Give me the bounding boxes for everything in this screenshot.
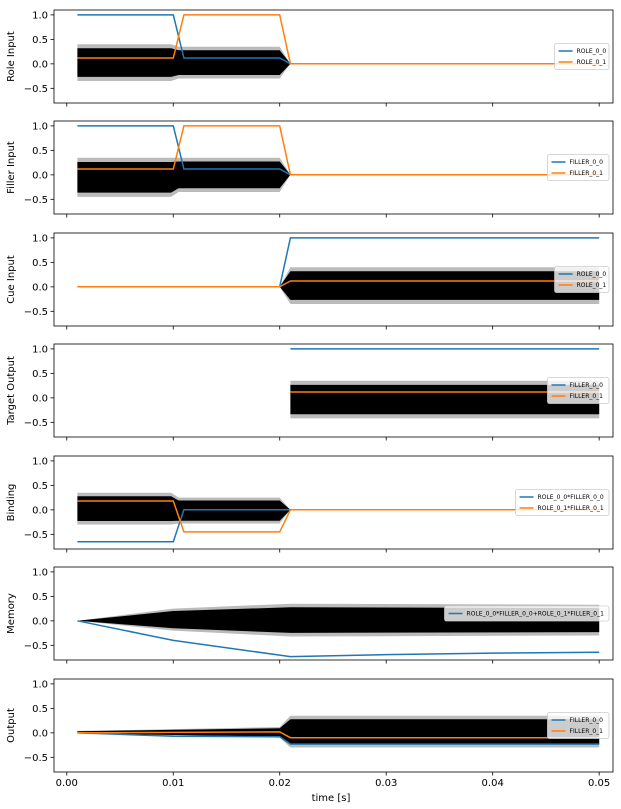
axes-frame xyxy=(53,678,614,773)
y-tick-label: 1.0 xyxy=(32,456,48,467)
noise-band xyxy=(77,271,600,300)
x-tick-label: 0.00 xyxy=(56,778,78,789)
legend-label: FILLER_0_0 xyxy=(570,159,604,166)
x-tick-label: 0.04 xyxy=(482,778,504,789)
legend-box xyxy=(547,377,610,404)
x-tick-label: 0.05 xyxy=(588,778,610,789)
legend-label: FILLER_0_0 xyxy=(570,717,604,724)
y-tick-label: 1.0 xyxy=(32,567,48,578)
y-axis-label: Binding xyxy=(6,484,17,522)
legend: ROLE_0_0 ROLE_0_1 xyxy=(554,43,610,70)
legend-box xyxy=(554,43,610,70)
y-tick-label: 0.0 xyxy=(32,505,48,516)
series-line-1 xyxy=(77,125,600,176)
y-tick-label: 1.0 xyxy=(32,121,48,132)
y-axis-label: Output xyxy=(6,708,17,743)
legend-box xyxy=(444,605,610,622)
noise-band xyxy=(77,161,600,193)
legend-label: ROLE_0_0*FILLER_0_0+ROLE_0_1*FILLER_0_1 xyxy=(467,611,605,618)
series-line-1 xyxy=(77,14,600,65)
legend-label: ROLE_0_1 xyxy=(577,59,607,66)
series-line-0 xyxy=(77,620,600,658)
axes-frame xyxy=(53,566,614,661)
legend-label: ROLE_0_1 xyxy=(577,282,607,289)
x-tick-label: 0.03 xyxy=(375,778,397,789)
legend-label: FILLER_0_1 xyxy=(570,170,604,177)
y-tick-label: 0.5 xyxy=(32,146,48,157)
legend-label: ROLE_0_0 xyxy=(577,271,607,278)
x-tick-label: 0.01 xyxy=(162,778,184,789)
y-tick-label: 0.0 xyxy=(32,282,48,293)
y-tick-label: 0.0 xyxy=(32,393,48,404)
y-tick-label: −0.5 xyxy=(24,641,48,652)
y-tick-label: 0.5 xyxy=(32,481,48,492)
y-tick-label: 0.5 xyxy=(32,258,48,269)
legend-box xyxy=(547,712,610,739)
panel-6: 1.0 0.5 0.0 −0.5 0.00 0.01 0.02 0.03 0.04 0.05 Out… xyxy=(6,678,614,789)
y-tick-label: 0.0 xyxy=(32,170,48,181)
y-tick-label: 0.0 xyxy=(32,728,48,739)
y-axis-label: Cue Input xyxy=(6,255,17,304)
y-tick-label: 1.0 xyxy=(32,10,48,21)
legend-label: ROLE_0_1*FILLER_0_1 xyxy=(538,505,604,512)
y-tick-label: 0.5 xyxy=(32,369,48,380)
panel-0: 1.0 0.5 0.0 −0.5 Role Input ROLE_0_0 ROLE_0_1 xyxy=(6,9,614,107)
axes-frame xyxy=(53,120,614,215)
y-tick-label: −0.5 xyxy=(24,753,48,764)
panel-5: 1.0 0.5 0.0 −0.5 Memory ROLE_0_0*FILLER_0_0+R… xyxy=(6,566,614,664)
axes-frame xyxy=(53,232,614,327)
y-tick-label: 0.5 xyxy=(32,592,48,603)
y-tick-label: 0.5 xyxy=(32,704,48,715)
y-tick-label: −0.5 xyxy=(24,418,48,429)
axes-frame xyxy=(53,455,614,550)
legend-label: ROLE_0_0*FILLER_0_0 xyxy=(538,494,604,501)
series-line-0 xyxy=(77,732,600,745)
y-tick-label: −0.5 xyxy=(24,307,48,318)
y-tick-label: 1.0 xyxy=(32,679,48,690)
y-tick-label: 0.5 xyxy=(32,35,48,46)
axes-frame xyxy=(53,9,614,104)
legend: FILLER_0_0 FILLER_0_1 xyxy=(547,377,610,404)
y-tick-label: 1.0 xyxy=(32,344,48,355)
noise-band xyxy=(77,496,600,521)
y-tick-label: −0.5 xyxy=(24,84,48,95)
noise-band xyxy=(77,48,600,77)
y-tick-label: −0.5 xyxy=(24,195,48,206)
legend: FILLER_0_0 FILLER_0_1 xyxy=(547,712,610,739)
legend: ROLE_0_0 ROLE_0_1 xyxy=(554,266,610,293)
legend-label: ROLE_0_0 xyxy=(577,48,607,55)
y-tick-label: 1.0 xyxy=(32,233,48,244)
series-line-1 xyxy=(77,280,600,288)
y-axis-label: Role Input xyxy=(6,31,17,82)
legend-box xyxy=(554,266,610,293)
panel-2: 1.0 0.5 0.0 −0.5 Cue Input ROLE_0_0 ROLE_0_1 xyxy=(6,232,614,330)
legend: ROLE_0_0*FILLER_0_0 ROLE_0_1*FILLER_0_1 xyxy=(515,489,610,516)
legend: FILLER_0_0 FILLER_0_1 xyxy=(547,154,610,181)
noise-band xyxy=(77,719,600,744)
y-axis-label: Memory xyxy=(6,593,17,634)
y-tick-label: 0.0 xyxy=(32,616,48,627)
series-line-1 xyxy=(77,731,600,739)
axes-frame xyxy=(53,343,614,438)
legend-box xyxy=(515,489,610,516)
series-line-1 xyxy=(77,500,600,533)
legend-label: FILLER_0_1 xyxy=(570,728,604,735)
x-axis-label: time [s] xyxy=(312,793,351,804)
y-axis-label: Target Output xyxy=(6,356,17,426)
y-axis-label: Filler Input xyxy=(6,141,17,194)
legend-label: FILLER_0_0 xyxy=(570,382,604,389)
legend: ROLE_0_0*FILLER_0_0+ROLE_0_1*FILLER_0_1 xyxy=(444,605,610,622)
legend-box xyxy=(547,154,610,181)
y-tick-label: 0.0 xyxy=(32,59,48,70)
y-tick-label: −0.5 xyxy=(24,530,48,541)
x-tick-label: 0.02 xyxy=(269,778,291,789)
legend-label: FILLER_0_1 xyxy=(570,393,604,400)
